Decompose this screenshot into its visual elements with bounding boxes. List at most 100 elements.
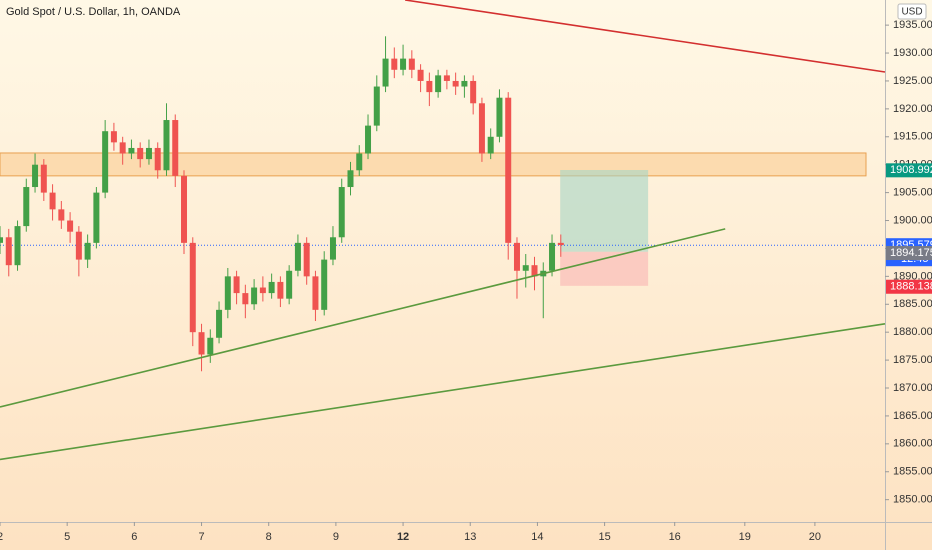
- currency: USD: [901, 7, 922, 18]
- x-tick-label: 9: [333, 531, 339, 543]
- y-tick-label: 1875.000: [893, 354, 932, 366]
- x-tick-label: 5: [64, 531, 70, 543]
- y-tick-label: 1930.000: [893, 47, 932, 59]
- candle-body: [373, 86, 380, 126]
- target-zone: [560, 169, 649, 252]
- candle-body: [417, 69, 424, 81]
- x-tick-label: 6: [131, 531, 137, 543]
- candle-body: [303, 242, 310, 277]
- candle-body: [75, 231, 82, 260]
- candle-body: [137, 147, 144, 160]
- candle-body: [32, 164, 39, 188]
- candle-body: [277, 281, 284, 299]
- x-tick-label: 7: [198, 531, 204, 543]
- candle-body: [145, 147, 152, 160]
- candle-body: [49, 192, 56, 210]
- candle-body: [470, 80, 477, 104]
- candle-body: [110, 131, 117, 143]
- candle-body: [216, 309, 223, 338]
- candle-body: [102, 131, 109, 193]
- candle-body: [40, 164, 47, 193]
- candle-body: [268, 281, 275, 294]
- candle-body: [513, 242, 520, 271]
- price-label-box: [886, 279, 932, 294]
- candle-body: [172, 120, 179, 176]
- candle-body: [400, 58, 407, 70]
- trend-line: [404, 0, 886, 73]
- candle-body: [338, 187, 345, 238]
- candle-body: [461, 80, 468, 87]
- x-tick-label: 15: [598, 531, 610, 543]
- candle-body: [531, 265, 538, 277]
- y-tick-label: 1860.000: [893, 438, 932, 450]
- y-tick-label: 1890.000: [893, 270, 932, 282]
- candle-body: [505, 97, 512, 243]
- candle-body: [14, 226, 21, 266]
- candle-body: [224, 276, 231, 310]
- candle-body: [382, 58, 389, 87]
- candle-body: [163, 120, 170, 171]
- candle-body: [189, 242, 196, 333]
- candle-body: [181, 175, 188, 243]
- x-tick-label: 20: [809, 531, 821, 543]
- candle-body: [321, 259, 328, 310]
- price-label-box: [886, 163, 932, 178]
- candle-body: [251, 287, 258, 305]
- candle-body: [365, 125, 372, 154]
- candle-body: [549, 242, 556, 271]
- trend-line: [0, 228, 726, 408]
- candle-body: [347, 170, 354, 188]
- candle-body: [408, 58, 415, 70]
- y-tick-label: 1915.000: [893, 131, 932, 143]
- candle-body: [435, 75, 442, 93]
- plot: [0, 0, 886, 461]
- trend-line: [0, 323, 886, 461]
- candle-body: [522, 265, 529, 271]
- candle-body: [294, 242, 301, 271]
- x-tick-label: 12: [397, 531, 409, 543]
- candle-body: [286, 270, 293, 299]
- candle-body: [312, 276, 319, 310]
- candle-body: [128, 147, 135, 154]
- candle-body: [119, 142, 126, 154]
- y-tick-label: 1900.000: [893, 214, 932, 226]
- candle-body: [207, 337, 214, 355]
- candle-body: [93, 192, 100, 243]
- candle-body: [84, 242, 91, 260]
- price-label: 1894.175: [890, 247, 932, 259]
- x-tick-label: 8: [266, 531, 272, 543]
- candle-body: [233, 276, 240, 294]
- candle-body: [198, 332, 205, 355]
- stop-zone: [560, 251, 649, 286]
- price-label: 1888.138: [890, 281, 932, 293]
- candle-body: [557, 242, 564, 246]
- candle-body: [259, 287, 266, 294]
- candle-body: [487, 136, 494, 154]
- y-tick-label: 1865.000: [893, 410, 932, 422]
- y-tick-label: 1880.000: [893, 326, 932, 338]
- candle-body: [496, 97, 503, 137]
- candle-body: [329, 237, 336, 260]
- y-tick-label: 1905.000: [893, 187, 932, 199]
- candle-body: [58, 209, 65, 221]
- y-tick-label: 1925.000: [893, 75, 932, 87]
- y-tick-label: 1885.000: [893, 298, 932, 310]
- candle-body: [391, 58, 398, 70]
- candle-body: [67, 220, 74, 232]
- price-label-box: [886, 246, 932, 261]
- x-tick-label: 13: [464, 531, 476, 543]
- currency-box: [897, 3, 927, 20]
- candle-body: [154, 147, 161, 171]
- candle-body: [426, 80, 433, 93]
- candle-body: [452, 80, 459, 87]
- y-tick-label: 1870.000: [893, 382, 932, 394]
- y-tick-label: 1935.000: [893, 19, 932, 31]
- chart-title: Gold Spot / U.S. Dollar, 1h, OANDA: [6, 6, 181, 18]
- price-label: 1908.992: [890, 164, 932, 176]
- x-tick-label: 14: [531, 531, 543, 543]
- x-tick-label: 19: [739, 531, 751, 543]
- y-tick-label: 1920.000: [893, 103, 932, 115]
